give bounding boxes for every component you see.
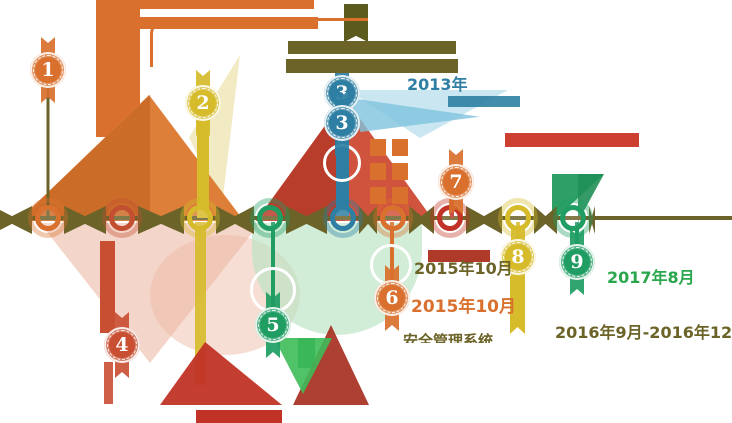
timeline-node-glow: [250, 198, 290, 238]
timeline-node-glow: [373, 198, 413, 238]
milestone-badge-5: 5: [255, 307, 291, 343]
milestone-badge-4: 4: [104, 327, 140, 363]
white-obscure-system-text: [400, 343, 515, 359]
clipped-text-top-1: [132, 0, 314, 9]
timeline-node: [109, 205, 135, 231]
yellow-ribbon-badge8: [510, 276, 525, 334]
timeline-node-glow: [180, 198, 220, 238]
clipped-text-red: [428, 250, 490, 262]
date-2013: 2013年: [407, 75, 468, 94]
milestone-badge-1: 1: [30, 52, 66, 88]
orange-ibeam-4: [392, 163, 408, 180]
orange-ibeam-3: [370, 163, 386, 180]
timeline-node: [257, 205, 283, 231]
timeline-node: [187, 205, 213, 231]
timeline-node: [35, 205, 61, 231]
timeline-node-glow: [28, 198, 68, 238]
milestone-badge-7: 7: [438, 164, 474, 200]
red-horizontal-bar: [505, 133, 639, 147]
timeline-bowtie-segment: [359, 206, 377, 234]
milestone-badge-8: 8: [500, 239, 536, 275]
badge-connector-line: [271, 222, 275, 310]
badge-connector-line: [46, 87, 50, 220]
date-2017-08: 2017年8月: [607, 268, 695, 287]
timeline-node: [560, 205, 586, 231]
yellow-band-below-line: [195, 222, 206, 385]
badge-connector-line: [197, 120, 209, 218]
timeline-bowtie-segment: [466, 206, 502, 234]
clipped-text-olive-1: [288, 41, 456, 54]
orange-ibeam-1: [370, 139, 386, 156]
milestone-badge-3: 3: [324, 105, 360, 141]
clipped-text-olive-2: [286, 59, 458, 73]
timeline-bowtie-segment: [534, 206, 557, 234]
milestone-badge-6: 6: [374, 280, 410, 316]
milestone-badge-2: 2: [185, 85, 221, 121]
timeline-node-glow: [323, 198, 363, 238]
red-ribbon-badge4: [100, 241, 115, 333]
date-2015-10-b: 2015年10月: [411, 297, 516, 317]
timeline-node: [505, 205, 531, 231]
red-tail-badge4: [104, 362, 113, 404]
orange-ibeam-2: [392, 139, 408, 156]
date-2016-range: 2016年9月-2016年12月: [555, 323, 732, 342]
clipped-text-bottom: [196, 410, 282, 423]
timeline-node: [330, 205, 356, 231]
date-2015-10-a: 2015年10月: [414, 259, 513, 278]
timeline-node-glow: [102, 198, 142, 238]
timeline-node: [380, 205, 406, 231]
clipped-text-top-2: [130, 17, 318, 29]
clipped-text-blue: [448, 96, 520, 107]
milestone-badge-9: 9: [559, 244, 595, 280]
